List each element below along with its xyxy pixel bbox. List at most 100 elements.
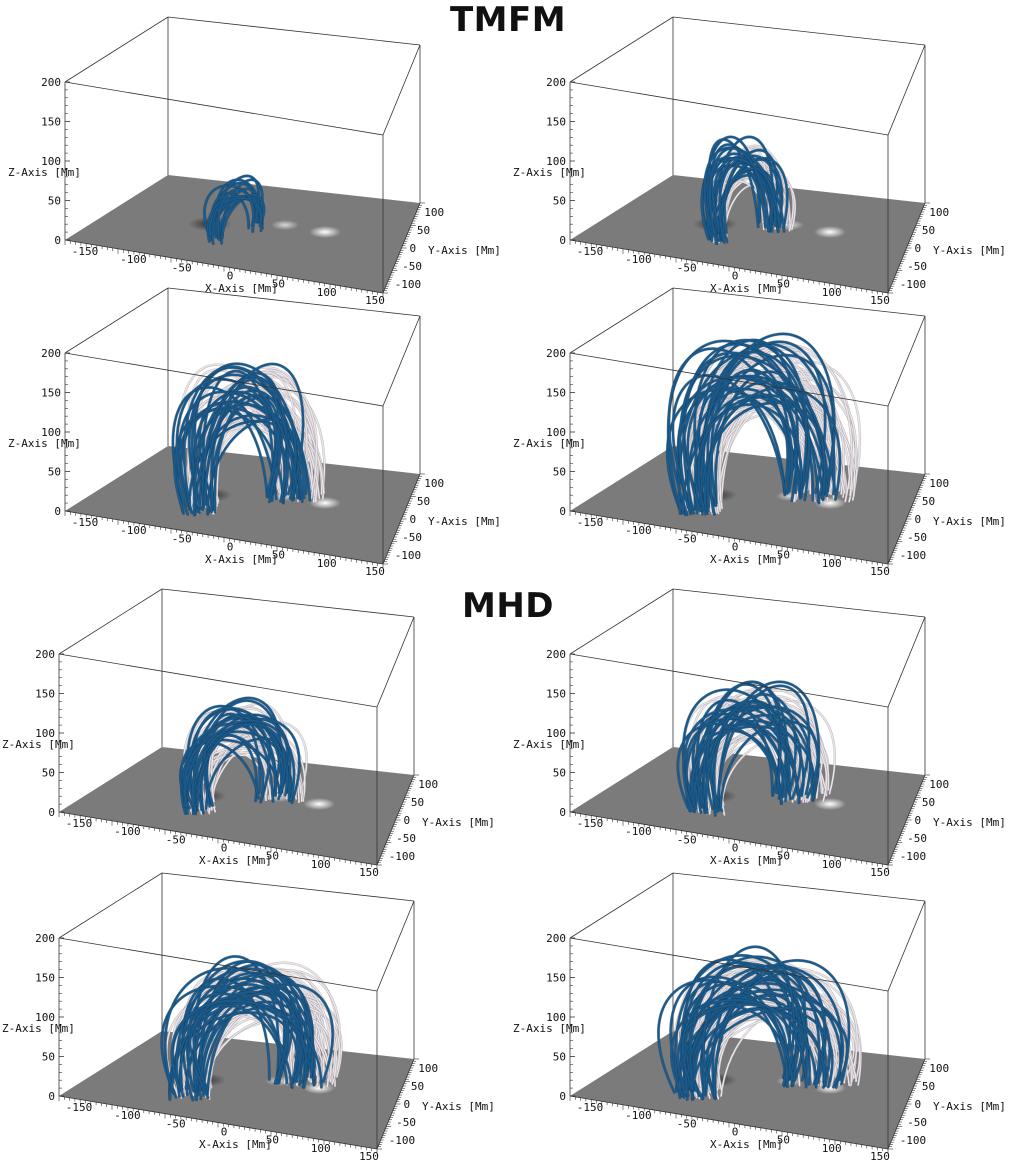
y-tick-label: 50 bbox=[922, 796, 935, 809]
x-tick-label: -50 bbox=[677, 532, 697, 545]
z-tick-label: 200 bbox=[546, 648, 566, 661]
y-axis-label: Y-Axis [Mm] bbox=[933, 816, 1006, 829]
y-tick-label: 100 bbox=[418, 1062, 438, 1075]
z-tick-label: 200 bbox=[546, 932, 566, 945]
y-tick-label: 0 bbox=[915, 242, 922, 255]
y-tick-label: 50 bbox=[417, 495, 430, 508]
y-tick-label: -100 bbox=[395, 278, 422, 291]
z-tick-label: 150 bbox=[41, 387, 61, 400]
z-tick-label: 0 bbox=[559, 234, 566, 247]
x-tick-label: -100 bbox=[114, 825, 141, 838]
field-lines bbox=[665, 332, 861, 517]
y-axis-label: Y-Axis [Mm] bbox=[422, 816, 495, 829]
field-lines bbox=[700, 135, 797, 246]
x-tick-label: 100 bbox=[822, 286, 842, 299]
z-tick-label: 0 bbox=[559, 505, 566, 518]
x-tick-label: 100 bbox=[311, 858, 331, 871]
x-tick-label: 50 bbox=[272, 549, 285, 562]
y-tick-label: -50 bbox=[907, 531, 927, 544]
magnetogram-floor bbox=[570, 1031, 925, 1149]
panel-mhd-4: 0 50 100 150 200 Z-Axis [Mm] -150 -100 -50 0 50 100… bbox=[505, 872, 1006, 1176]
z-tick-label: 50 bbox=[553, 466, 566, 479]
panel-mhd-1: 0 50 100 150 200 Z-Axis [Mm] -150 -100 -50 0 50 100… bbox=[0, 588, 495, 892]
y-tick-label: -50 bbox=[907, 260, 927, 273]
z-tick-label: 0 bbox=[54, 234, 61, 247]
x-tick-label: 150 bbox=[870, 294, 890, 307]
z-tick-label: 50 bbox=[553, 195, 566, 208]
x-tick-label: 50 bbox=[266, 850, 279, 863]
x-axis-label: X-Axis [Mm] bbox=[710, 854, 783, 867]
y-tick-label: -50 bbox=[907, 1116, 927, 1129]
box-back-edges bbox=[58, 588, 415, 775]
z-tick-label: 0 bbox=[54, 505, 61, 518]
y-axis-label: Y-Axis [Mm] bbox=[933, 515, 1006, 528]
x-tick-label: 100 bbox=[822, 858, 842, 871]
x-tick-label: 150 bbox=[359, 1150, 379, 1163]
bright-polarity bbox=[271, 220, 299, 230]
z-tick-label: 100 bbox=[546, 1011, 566, 1024]
x-tick-label: 150 bbox=[365, 294, 385, 307]
y-tick-label: 50 bbox=[922, 495, 935, 508]
x-tick-label: 150 bbox=[870, 1150, 890, 1163]
x-tick-label: -50 bbox=[172, 261, 192, 274]
bright-polarity bbox=[814, 798, 846, 810]
z-tick-label: 200 bbox=[546, 76, 566, 89]
y-tick-label: 100 bbox=[929, 778, 949, 791]
y-tick-label: 50 bbox=[411, 796, 424, 809]
z-tick-label: 0 bbox=[48, 806, 55, 819]
x-axis-label: X-Axis [Mm] bbox=[199, 854, 272, 867]
x-axis-label: X-Axis [Mm] bbox=[205, 282, 278, 295]
x-tick-label: 0 bbox=[732, 842, 739, 855]
magnetogram-floor bbox=[65, 175, 420, 293]
field-lines bbox=[657, 945, 862, 1101]
bright-polarity bbox=[303, 798, 335, 810]
x-tick-label: -50 bbox=[166, 1117, 186, 1130]
z-tick-label: 150 bbox=[546, 116, 566, 129]
panel-tmfm-1: 0 50 100 150 200 Z-Axis [Mm] -150 -100 -50 0 50 100… bbox=[0, 16, 501, 320]
x-tick-label: -100 bbox=[625, 1109, 652, 1122]
x-tick-label: 0 bbox=[732, 1126, 739, 1139]
z-tick-label: 150 bbox=[546, 972, 566, 985]
x-axis-label: X-Axis [Mm] bbox=[710, 282, 783, 295]
box-back-edges bbox=[569, 16, 926, 203]
x-tick-label: -100 bbox=[625, 253, 652, 266]
x-tick-label: 150 bbox=[870, 866, 890, 879]
panel-mhd-2: 0 50 100 150 200 Z-Axis [Mm] -150 -100 -50 0 50 100… bbox=[505, 588, 1006, 892]
x-tick-label: -100 bbox=[120, 253, 147, 266]
z-tick-label: 200 bbox=[35, 648, 55, 661]
x-tick-label: 0 bbox=[221, 842, 228, 855]
x-tick-label: 100 bbox=[317, 557, 337, 570]
z-axis-label: Z-Axis [Mm] bbox=[2, 738, 75, 751]
x-tick-label: 150 bbox=[359, 866, 379, 879]
x-tick-label: -150 bbox=[577, 245, 604, 258]
z-tick-label: 150 bbox=[546, 387, 566, 400]
field-lines bbox=[160, 955, 343, 1102]
x-tick-label: 0 bbox=[732, 541, 739, 554]
bright-polarity bbox=[303, 1082, 335, 1094]
y-tick-label: 0 bbox=[404, 814, 411, 827]
z-tick-label: 50 bbox=[48, 195, 61, 208]
x-axis-label: X-Axis [Mm] bbox=[710, 1138, 783, 1151]
x-tick-label: -150 bbox=[72, 516, 99, 529]
panel-tmfm-4: 0 50 100 150 200 Z-Axis [Mm] -150 -100 -50 0 50 100… bbox=[505, 287, 1006, 591]
x-tick-label: 150 bbox=[870, 565, 890, 578]
z-tick-label: 100 bbox=[41, 426, 61, 439]
z-axis-label: Z-Axis [Mm] bbox=[513, 738, 586, 751]
z-tick-label: 100 bbox=[546, 426, 566, 439]
y-tick-label: 100 bbox=[424, 477, 444, 490]
magnetogram-floor bbox=[570, 175, 925, 293]
z-axis-label: Z-Axis [Mm] bbox=[513, 166, 586, 179]
magnetogram-floor bbox=[570, 446, 925, 564]
x-axis-label: X-Axis [Mm] bbox=[205, 553, 278, 566]
y-axis-label: Y-Axis [Mm] bbox=[933, 1100, 1006, 1113]
x-tick-label: 50 bbox=[777, 549, 790, 562]
z-tick-label: 150 bbox=[35, 972, 55, 985]
y-axis-label: Y-Axis [Mm] bbox=[428, 515, 501, 528]
x-tick-label: 50 bbox=[777, 278, 790, 291]
y-tick-label: -50 bbox=[396, 1116, 416, 1129]
x-tick-label: 50 bbox=[777, 850, 790, 863]
box-back-edges bbox=[58, 872, 415, 1059]
x-tick-label: -50 bbox=[677, 1117, 697, 1130]
